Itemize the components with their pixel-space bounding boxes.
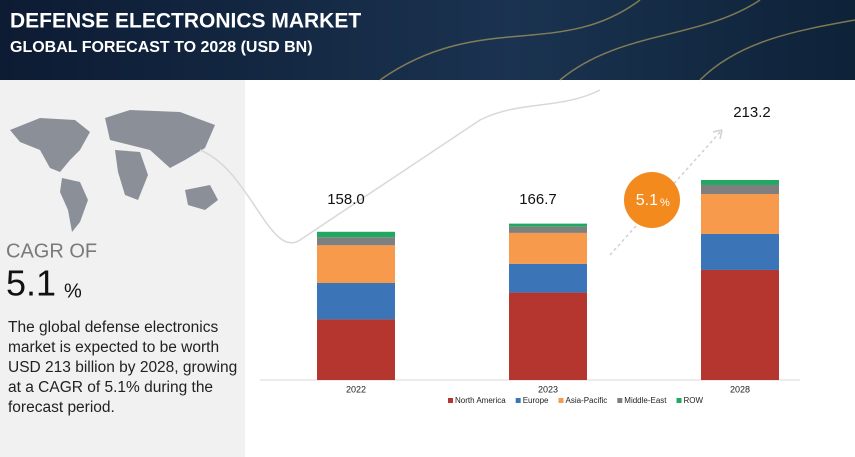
legend-swatch bbox=[515, 398, 521, 403]
legend-swatch bbox=[617, 398, 623, 403]
bar-segment bbox=[701, 233, 779, 270]
bar-segment bbox=[509, 263, 587, 293]
badge-value: 5.1 bbox=[636, 192, 658, 209]
bar-segment bbox=[701, 193, 779, 234]
legend-label: Middle-East bbox=[624, 396, 667, 405]
header-band bbox=[0, 0, 855, 80]
legend-swatch bbox=[558, 398, 564, 403]
legend-label: Europe bbox=[523, 396, 549, 405]
bar-segment bbox=[317, 231, 395, 238]
x-tick-label: 2023 bbox=[538, 384, 558, 394]
cagr-badge bbox=[624, 172, 680, 228]
bar-segment bbox=[701, 180, 779, 185]
subtitle: GLOBAL FORECAST TO 2028 (USD BN) bbox=[10, 39, 313, 56]
legend-swatch bbox=[676, 398, 682, 403]
growth-arrow-head bbox=[712, 129, 723, 140]
header-decoration bbox=[379, 0, 855, 81]
total-label: 158.0 bbox=[327, 191, 365, 208]
x-tick-label: 2028 bbox=[730, 384, 750, 394]
bar-segment bbox=[317, 283, 395, 320]
legend-label: ROW bbox=[684, 396, 704, 405]
decorative-curve bbox=[199, 89, 601, 244]
bar-segment bbox=[701, 184, 779, 194]
cagr-label: CAGR OF bbox=[6, 240, 97, 262]
legend-label: North America bbox=[455, 396, 506, 405]
total-label: 213.2 bbox=[733, 104, 771, 121]
bar-segment bbox=[509, 232, 587, 264]
total-label: 166.7 bbox=[519, 191, 557, 208]
world-map bbox=[10, 110, 218, 232]
bar-segment bbox=[509, 223, 587, 227]
cagr-unit: % bbox=[64, 280, 82, 302]
bar-segment bbox=[317, 245, 395, 284]
bar-segment bbox=[317, 319, 395, 380]
bar-segment bbox=[701, 269, 779, 380]
title: DEFENSE ELECTRONICS MARKET bbox=[10, 10, 361, 33]
description: The global defense electronics market is… bbox=[8, 319, 238, 416]
legend-swatch bbox=[448, 398, 453, 403]
badge-unit: % bbox=[660, 197, 670, 209]
bar-segment bbox=[509, 226, 587, 233]
bar-segment bbox=[317, 237, 395, 246]
bar-segment bbox=[509, 292, 587, 380]
x-tick-label: 2022 bbox=[346, 384, 366, 394]
growth-arrow bbox=[609, 129, 723, 256]
cagr-value: 5.1 bbox=[6, 263, 56, 304]
legend-label: Asia-Pacific bbox=[565, 396, 607, 405]
